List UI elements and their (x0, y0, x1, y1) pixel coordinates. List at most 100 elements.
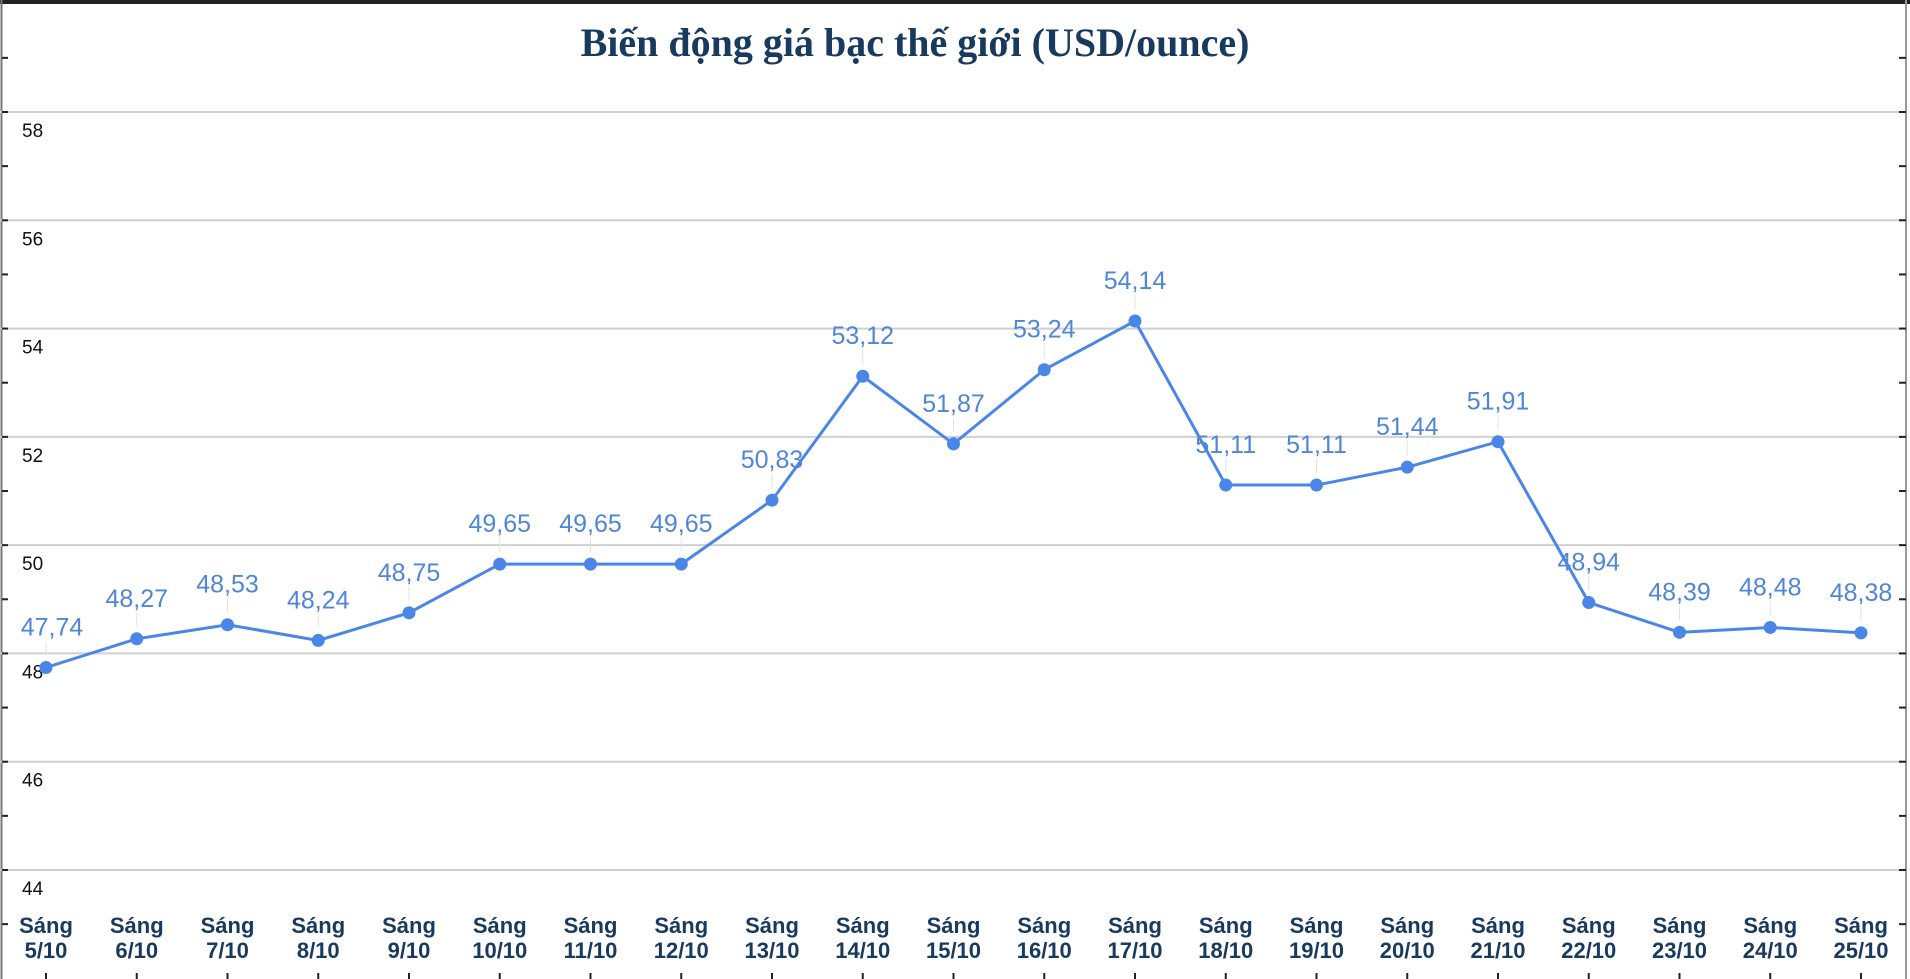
data-point (1219, 478, 1233, 492)
y-tick-label: 48 (22, 662, 43, 683)
x-tick-label-date: 10/10 (472, 938, 527, 963)
x-tick-label-date: 5/10 (25, 938, 68, 963)
x-tick-label-date: 7/10 (206, 938, 249, 963)
data-label: 51,11 (1286, 431, 1347, 459)
y-tick-label: 54 (22, 338, 44, 359)
data-point (584, 557, 597, 571)
data-label: 47,74 (21, 614, 84, 642)
x-tick-label: Sáng (291, 913, 345, 938)
data-point (1400, 460, 1414, 474)
x-tick-label: Sáng (1743, 913, 1797, 938)
grid (0, 111, 1906, 871)
x-axis: Sáng5/10Sáng6/10Sáng7/10Sáng8/10Sáng9/10… (19, 913, 1889, 979)
x-tick-label-date: 18/10 (1198, 938, 1253, 963)
data-point (765, 493, 779, 507)
data-point (1763, 620, 1777, 634)
x-tick-label: Sáng (382, 913, 436, 938)
x-tick-label: Sáng (1653, 913, 1707, 938)
data-label: 49,65 (650, 510, 713, 538)
data-label: 51,44 (1376, 413, 1439, 441)
data-point (1582, 596, 1596, 610)
data-labels: 47,74 48,27 48,53 48,24 48,75 49,65 49,65 49,65… (21, 267, 1893, 642)
x-tick-label: Sáng (1199, 913, 1253, 938)
data-point (493, 557, 507, 571)
x-tick-label-date: 20/10 (1380, 938, 1435, 963)
y-tick-label: 52 (22, 446, 43, 467)
data-point (39, 661, 53, 675)
y-tick-label: 56 (22, 229, 43, 250)
data-label: 48,27 (105, 585, 168, 613)
data-label: 51,11 (1195, 431, 1256, 459)
x-tick-label-date: 22/10 (1561, 938, 1616, 963)
x-tick-label-date: 17/10 (1107, 938, 1162, 963)
x-tick-label-date: 12/10 (654, 938, 709, 963)
x-tick-label: Sáng (19, 913, 73, 938)
x-tick-label-date: 16/10 (1017, 938, 1072, 963)
x-tick-label: Sáng (1290, 913, 1344, 938)
data-label: 51,91 (1467, 388, 1530, 416)
data-point (311, 633, 325, 647)
data-point (947, 437, 960, 451)
data-point (221, 618, 234, 632)
y-tick-label: 50 (22, 554, 43, 575)
data-point (1491, 435, 1505, 449)
series-line (39, 294, 1868, 675)
data-point (856, 369, 870, 383)
x-tick-label-date: 23/10 (1652, 938, 1707, 963)
data-point (1037, 363, 1051, 377)
x-tick-label: Sáng (836, 913, 890, 938)
x-tick-label: Sáng (1380, 913, 1434, 938)
data-point (1673, 625, 1686, 639)
data-point (674, 557, 688, 571)
data-point (130, 632, 144, 646)
data-label: 48,39 (1648, 578, 1711, 606)
data-label: 48,53 (196, 571, 259, 599)
data-label: 48,24 (287, 586, 350, 614)
data-label: 54,14 (1104, 267, 1167, 295)
data-point (1310, 478, 1323, 492)
x-tick-label: Sáng (201, 913, 255, 938)
y-tick-label: 44 (22, 879, 44, 900)
x-tick-label: Sáng (1471, 913, 1525, 938)
data-point (1128, 314, 1142, 328)
x-tick-label-date: 6/10 (115, 938, 158, 963)
x-tick-label: Sáng (1834, 913, 1888, 938)
data-point (402, 606, 416, 620)
data-label: 49,65 (559, 510, 622, 538)
x-tick-label-date: 9/10 (388, 938, 431, 963)
y-tick-label: 46 (22, 771, 43, 792)
data-label: 48,94 (1557, 549, 1620, 577)
x-tick-label-date: 19/10 (1289, 938, 1344, 963)
data-label: 48,48 (1739, 573, 1802, 601)
y-tick-label: 58 (22, 121, 43, 142)
x-tick-label-date: 21/10 (1470, 938, 1525, 963)
x-tick-label: Sáng (927, 913, 981, 938)
data-label: 49,65 (468, 510, 531, 538)
x-tick-label-date: 11/10 (564, 938, 618, 963)
data-label: 53,12 (831, 322, 894, 350)
data-label: 50,83 (741, 446, 804, 474)
x-tick-label-date: 13/10 (744, 938, 799, 963)
data-label: 48,75 (378, 559, 441, 587)
x-tick-label: Sáng (473, 913, 527, 938)
chart-title: Biến động giá bạc thế giới (USD/ounce) (581, 20, 1250, 65)
y-axis: 44 46 48 50 52 54 56 58 (2, 56, 1906, 926)
x-tick-label: Sáng (654, 913, 708, 938)
data-label: 51,87 (922, 390, 985, 418)
x-tick-label-date: 8/10 (297, 938, 340, 963)
x-tick-label: Sáng (1017, 913, 1071, 938)
data-label: 48,38 (1830, 579, 1893, 607)
data-point (1854, 626, 1868, 640)
x-tick-label: Sáng (1562, 913, 1616, 938)
x-tick-label: Sáng (110, 913, 164, 938)
x-tick-label: Sáng (745, 913, 799, 938)
x-tick-label-date: 24/10 (1743, 938, 1798, 963)
x-tick-label: Sáng (1108, 913, 1162, 938)
x-tick-label-date: 14/10 (835, 938, 890, 963)
x-tick-label: Sáng (564, 913, 618, 938)
x-tick-label-date: 15/10 (926, 938, 981, 963)
data-label: 53,24 (1013, 316, 1076, 344)
x-tick-label-date: 25/10 (1833, 938, 1888, 963)
